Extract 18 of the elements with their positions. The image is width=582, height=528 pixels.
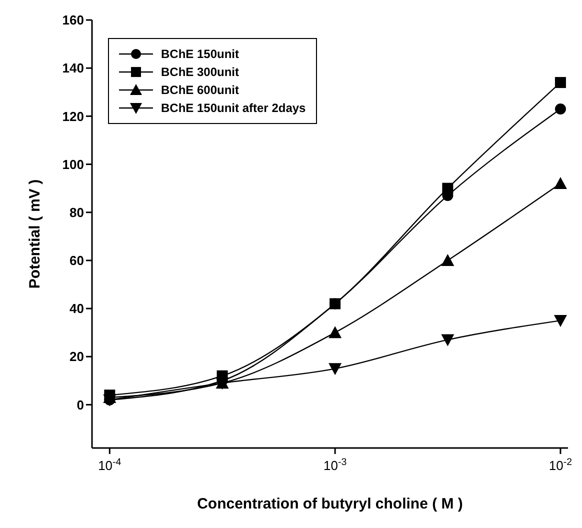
y-tick-label: 20 xyxy=(70,349,84,364)
y-tick-label: 140 xyxy=(62,60,84,76)
y-axis-title: Potential ( mV ) xyxy=(26,179,44,289)
x-tick-label: 10$^{-2}$ xyxy=(548,456,572,473)
y-tick-label: 160 xyxy=(62,12,84,28)
legend-label: BChE 150unit after 2days xyxy=(161,101,306,115)
y-tick-label: 40 xyxy=(70,301,84,316)
legend-label: BChE 150unit xyxy=(161,47,240,61)
legend-label: BChE 600unit xyxy=(161,83,240,97)
y-tick-label: 0 xyxy=(76,397,84,412)
y-tick-label: 100 xyxy=(62,156,84,172)
x-tick-label: 10$^{-4}$ xyxy=(98,456,122,473)
x-axis-title: Concentration of butyryl choline ( M ) xyxy=(197,496,463,513)
x-tick-label: 10$^{-3}$ xyxy=(323,456,347,473)
y-tick-label: 60 xyxy=(70,253,84,268)
legend-label: BChE 300unit xyxy=(161,65,240,79)
y-tick-label: 80 xyxy=(70,204,84,220)
y-tick-label: 120 xyxy=(62,108,84,124)
